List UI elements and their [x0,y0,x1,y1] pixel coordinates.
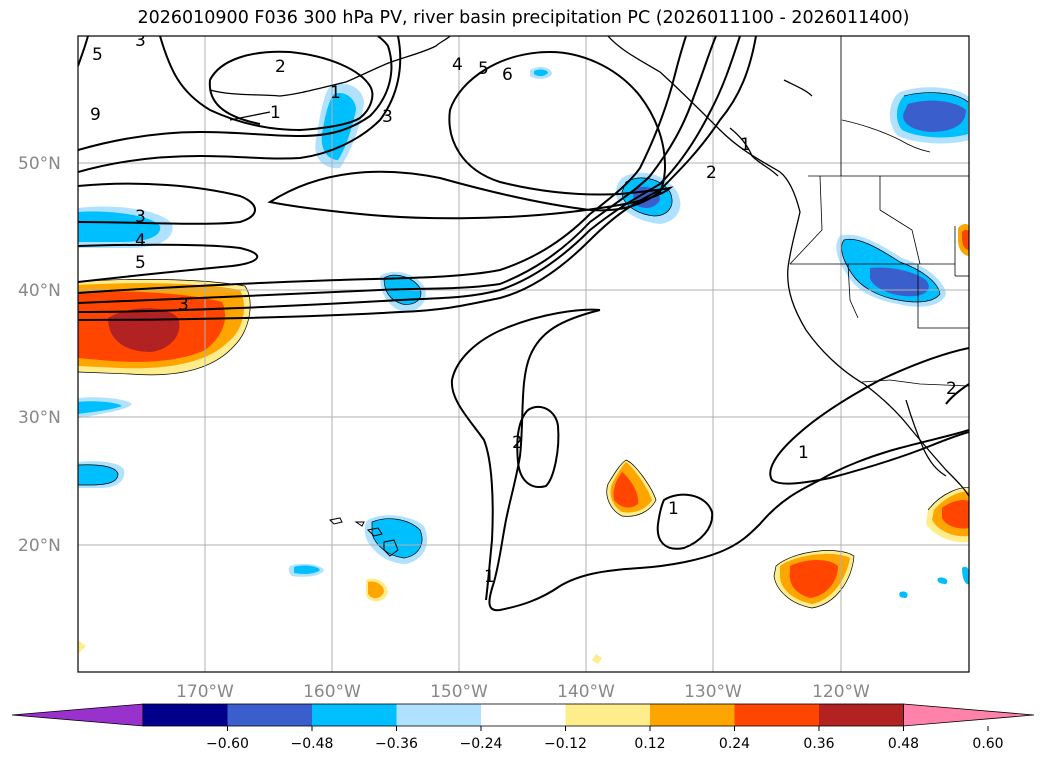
contour-label: 5 [135,253,146,273]
lon-label: 130°W [684,682,742,702]
colorbar-frame [142,703,904,727]
contour-label: 6 [502,65,513,85]
contour-label: 1 [270,103,281,123]
colorbar-segment [481,704,566,726]
contour-label: 1 [798,443,809,463]
lon-label: 140°W [557,682,615,702]
colorbar-tick-label: 0.36 [803,736,834,752]
lat-labels: 50°N 40°N 30°N 20°N [18,154,61,556]
colorbar-segment [143,704,228,726]
contour-label: 4 [135,231,146,251]
pv-contours [78,36,969,612]
colorbar-tick-label: 0.24 [719,736,750,752]
lon-label: 160°W [303,682,361,702]
colorbar-tick-label: −0.24 [460,736,503,752]
colorbar-tick-label: 0.12 [634,736,665,752]
precip-outlines [78,92,969,609]
colorbar-segment [227,704,313,726]
lon-label: 150°W [430,682,488,702]
lat-label: 20°N [18,536,61,556]
contour-label: 2 [512,433,523,453]
colorbar-tick-label: −0.60 [206,736,249,752]
colorbar-segment [650,704,735,726]
colorbar-extend-high [903,703,1035,727]
colorbar-segment [734,704,820,726]
lat-label: 40°N [18,281,61,301]
lon-label: 170°W [176,682,234,702]
colorbar: −0.60 −0.48 −0.36 −0.24 −0.12 0.12 0.24 0.36 0.4… [11,703,1035,752]
colorbar-segment [565,704,651,726]
contour-label: 1 [484,567,495,587]
map-title: 2026010900 F036 300 hPa PV, river basin … [137,8,910,28]
contour-label: 3 [135,207,146,227]
map-area: 5 3 2 1 9 1 3 4 5 6 2 3 4 5 3 2 1 1 1 2 … [78,31,969,672]
contour-label: 5 [478,59,489,79]
contour-labels: 5 3 2 1 9 1 3 4 5 6 2 3 4 5 3 2 1 1 1 2 … [90,31,957,587]
contour-label: 1 [740,135,751,155]
colorbar-tick-label: 0.48 [888,736,919,752]
lat-label: 50°N [18,154,61,174]
contour-label: 4 [452,55,463,75]
colorbar-segment [396,704,482,726]
colorbar-tick-label: −0.36 [375,736,418,752]
contour-label: 3 [135,31,146,51]
map-frame [77,35,970,673]
contour-label: 5 [92,45,103,65]
contour-label: 1 [668,499,679,519]
colorbar-extend-low [11,703,144,727]
colorbar-tick-label: −0.48 [291,736,334,752]
contour-label: 2 [946,379,957,399]
colorbar-segment [312,704,397,726]
colorbar-tick-label: 0.60 [972,736,1003,752]
precip-shading [78,67,969,664]
borders [789,36,969,387]
colorbar-tick-label: −0.12 [544,736,587,752]
lat-label: 30°N [18,408,61,428]
contour-label: 2 [275,57,286,77]
lon-labels: 170°W 160°W 150°W 140°W 130°W 120°W [176,682,870,702]
colorbar-segment [819,704,904,726]
contour-label: 1 [330,83,341,103]
lon-label: 120°W [812,682,870,702]
contour-label: 3 [178,295,189,315]
contour-label: 9 [90,105,101,125]
hawaii-islands [328,517,399,557]
contour-label: 2 [706,163,717,183]
contour-label: 3 [382,107,393,127]
